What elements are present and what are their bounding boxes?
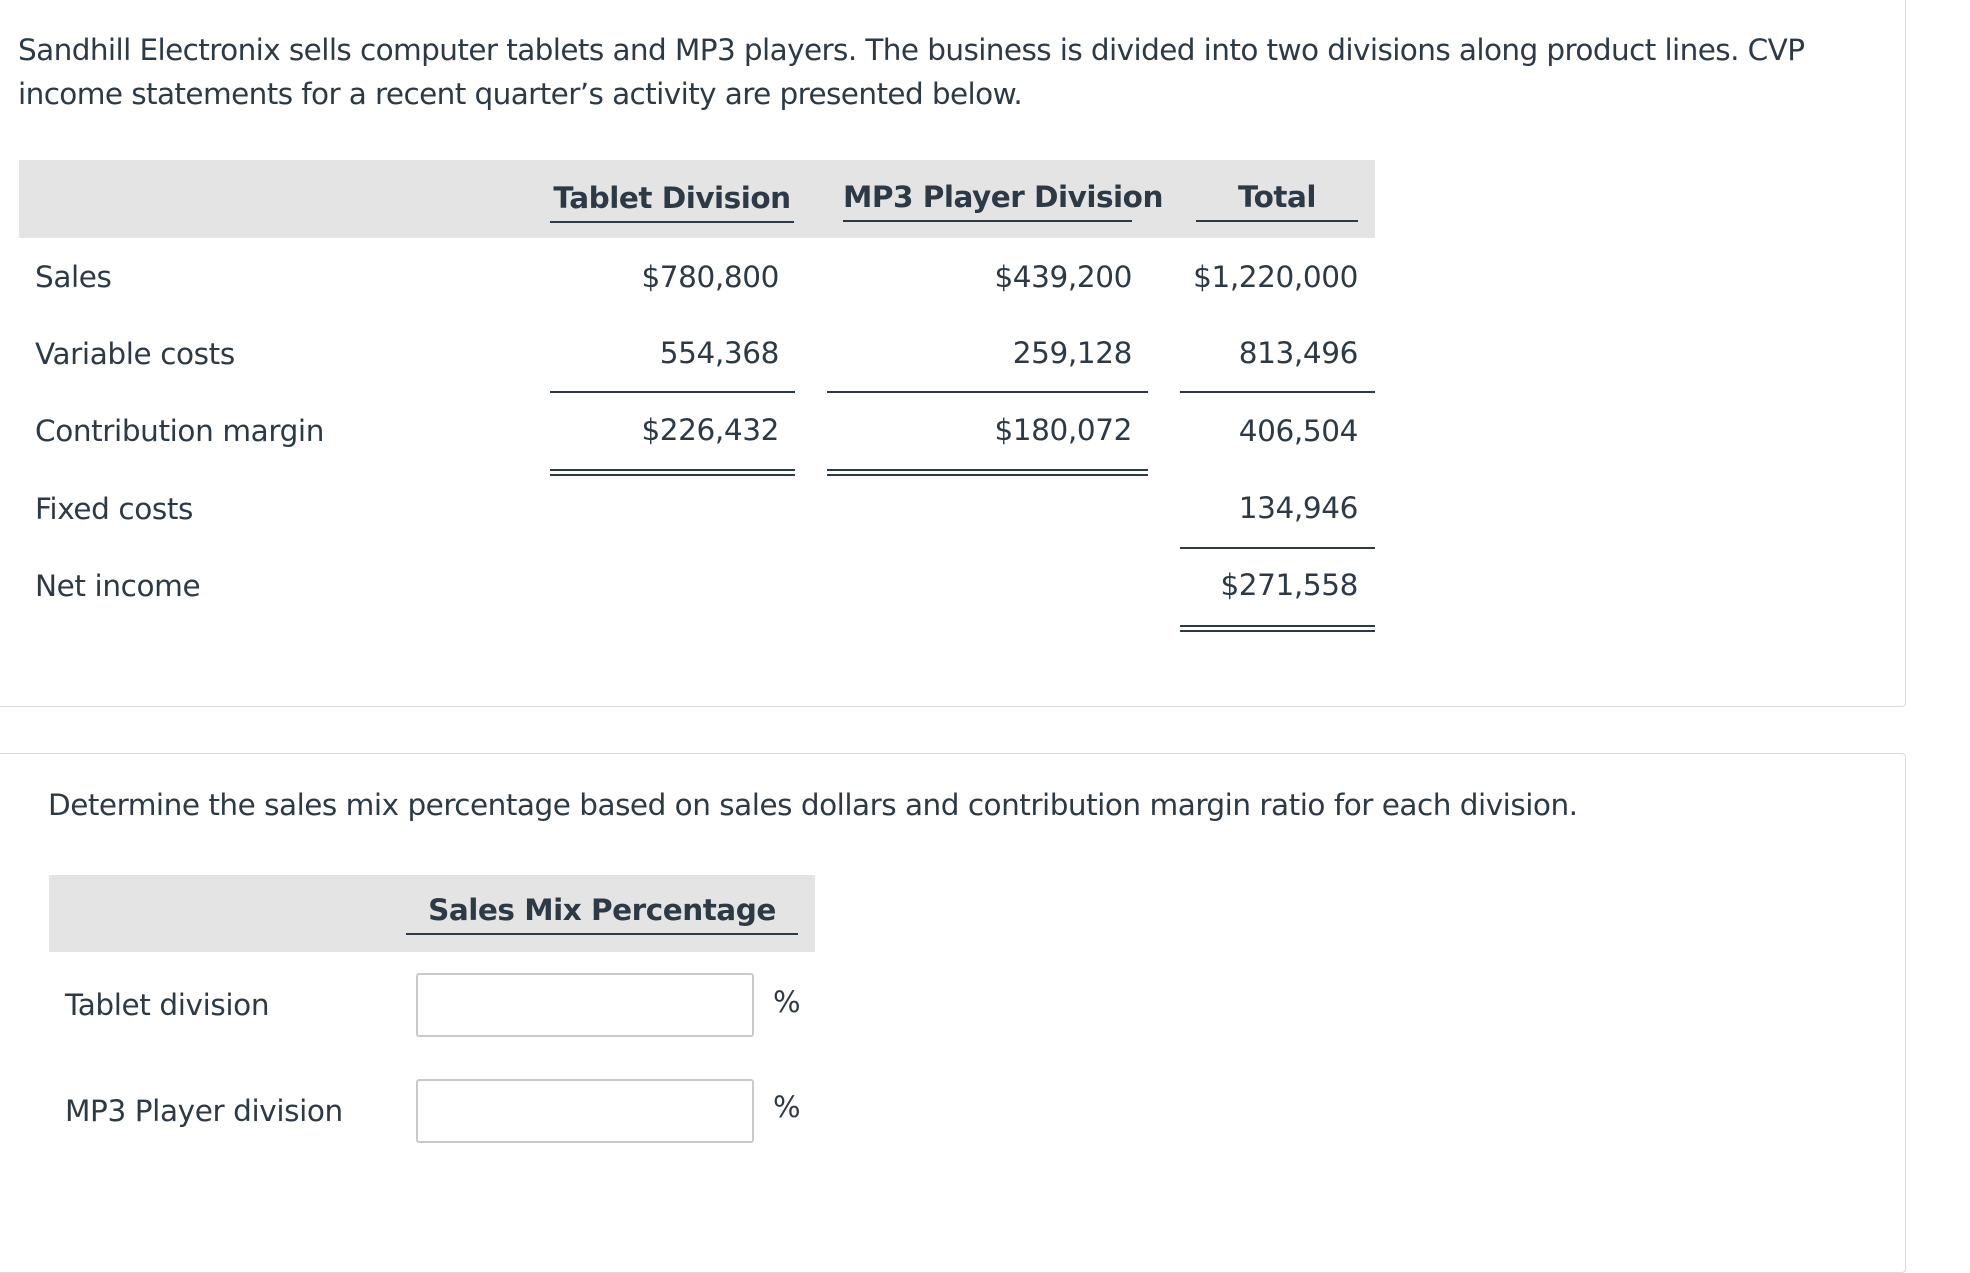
subtotal-rule-fixed-costs (1180, 547, 1375, 549)
subtotal-rule-mp3 (827, 391, 1148, 393)
tablet-sales-mix-input[interactable] (416, 973, 754, 1037)
total-contribution-margin-value: 406,504 (1238, 414, 1359, 448)
problem-panel (0, 0, 1906, 707)
row-label-tablet-division: Tablet division (65, 988, 270, 1022)
column-header-tablet-division: Tablet Division (550, 181, 794, 223)
question-panel (0, 753, 1906, 1273)
column-header-sales-mix-percentage: Sales Mix Percentage (406, 893, 798, 935)
total-sales-value: $1,220,000 (1193, 260, 1358, 294)
sales-mix-header-band (49, 875, 815, 952)
row-label-sales: Sales (35, 260, 112, 294)
tablet-contribution-margin-value: $226,432 (641, 413, 779, 447)
question-text: Determine the sales mix percentage based… (48, 788, 1578, 822)
row-label-fixed-costs: Fixed costs (35, 492, 193, 526)
mp3-sales-mix-input[interactable] (416, 1079, 754, 1143)
mp3-variable-costs-value: 259,128 (1012, 336, 1133, 370)
row-label-mp3-player-division: MP3 Player division (65, 1094, 343, 1128)
row-label-variable-costs: Variable costs (35, 337, 235, 371)
total-net-income-value: $271,558 (1220, 568, 1358, 602)
tablet-percent-unit: % (773, 985, 801, 1019)
total-double-rule-tablet (550, 469, 795, 476)
subtotal-rule-total (1180, 391, 1375, 393)
mp3-contribution-margin-value: $180,072 (994, 413, 1132, 447)
net-income-double-rule (1180, 625, 1375, 632)
tablet-variable-costs-value: 554,368 (659, 336, 780, 370)
mp3-sales-value: $439,200 (994, 260, 1132, 294)
cvp-table-header-band (19, 160, 1375, 238)
tablet-sales-value: $780,800 (641, 260, 779, 294)
total-fixed-costs-value: 134,946 (1238, 491, 1359, 525)
subtotal-rule-tablet (550, 391, 795, 393)
row-label-contribution-margin: Contribution margin (35, 414, 324, 448)
row-label-net-income: Net income (35, 569, 201, 603)
mp3-percent-unit: % (773, 1090, 801, 1124)
column-header-mp3-division: MP3 Player Division (843, 180, 1163, 222)
total-double-rule-mp3 (827, 469, 1148, 476)
problem-intro-text: Sandhill Electronix sells computer table… (18, 33, 1805, 111)
column-header-total: Total (1196, 180, 1358, 222)
total-variable-costs-value: 813,496 (1238, 336, 1359, 370)
